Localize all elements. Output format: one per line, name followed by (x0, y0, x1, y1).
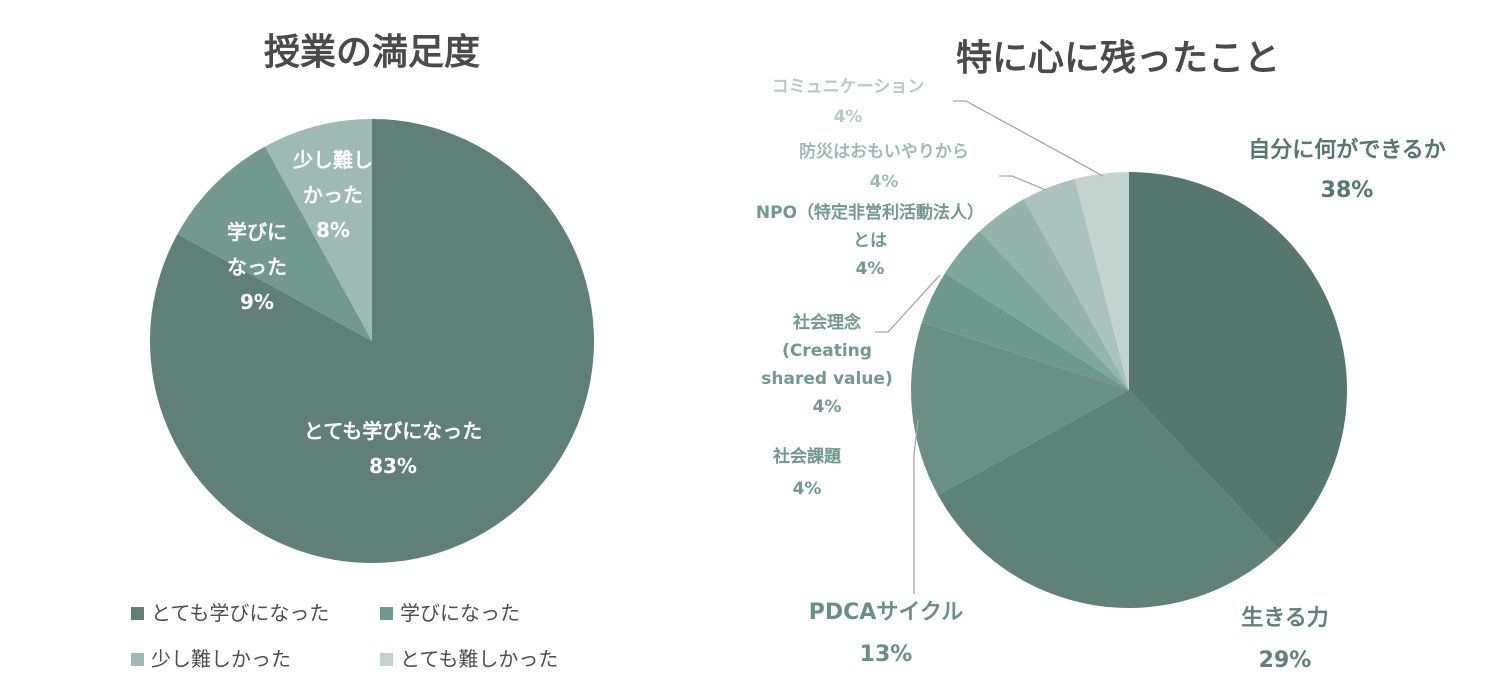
memorable-label-6: 防災はおもいやりから 4% (799, 141, 969, 192)
pie-memorable-labels: 自分に何ができるか 38% 生きる力 29% PDCAサイクル 13% 社会課題 4% 社会理念… (756, 77, 1446, 673)
pie-memorable-leader-lines (875, 100, 1104, 594)
legend-label-1: 学びになった (400, 601, 520, 625)
memorable-slice-2 (911, 322, 1129, 496)
memorable-slice-3 (921, 273, 1129, 390)
memorable-label-7: コミュニケーション 4% (772, 77, 925, 127)
pie-memorable (911, 172, 1348, 608)
pie-satisfaction-labels: とても学びになった 83% 学びになった 9%少し難しかった 8% (227, 148, 482, 478)
leader-line-1 (875, 274, 941, 333)
memorable-slice-7 (1074, 172, 1129, 390)
leader-line-3 (953, 100, 1104, 177)
legend-swatch-1 (380, 607, 393, 620)
memorable-label-1: 生きる力 29% (1241, 606, 1329, 673)
memorable-label-2: PDCAサイクル 13% (809, 600, 963, 667)
chart-title-satisfaction: 授業の満足度 (264, 32, 480, 73)
memorable-label-3: 社会課題 4% (772, 446, 842, 499)
legend-label-2: 少し難しかった (151, 647, 291, 671)
satisfaction-slice-1 (177, 146, 372, 341)
memorable-label-4: 社会理念(Creating shared value) 4% (761, 312, 892, 417)
chart-title-memorable: 特に心に残ったこと (956, 38, 1280, 79)
memorable-slice-5 (979, 198, 1129, 390)
leader-line-0 (913, 419, 919, 594)
pie-satisfaction (149, 119, 594, 563)
memorable-label-5: NPO（特定非営利活動法人）とは 4% (756, 202, 984, 279)
leader-line-2 (999, 175, 1047, 191)
memorable-slice-6 (1023, 178, 1129, 390)
satisfaction-slice-2 (265, 119, 372, 341)
legend-label-0: とても学びになった (151, 601, 329, 625)
memorable-label-0: 自分に何ができるか 38% (1248, 137, 1446, 203)
memorable-slice-4 (944, 231, 1129, 390)
satisfaction-label-2: 少し難しかった 8% (292, 148, 373, 242)
satisfaction-slice-0 (149, 119, 594, 563)
satisfaction-label-0: とても学びになった 83% (304, 419, 482, 478)
legend-swatch-0 (131, 607, 144, 620)
satisfaction-label-1: 学びになった 9% (227, 220, 287, 314)
legend-swatch-2 (131, 653, 144, 666)
legend-swatch-3 (380, 653, 393, 666)
legend-label-3: とても難しかった (400, 647, 558, 671)
memorable-slice-0 (1129, 172, 1348, 549)
memorable-slice-1 (937, 390, 1279, 608)
